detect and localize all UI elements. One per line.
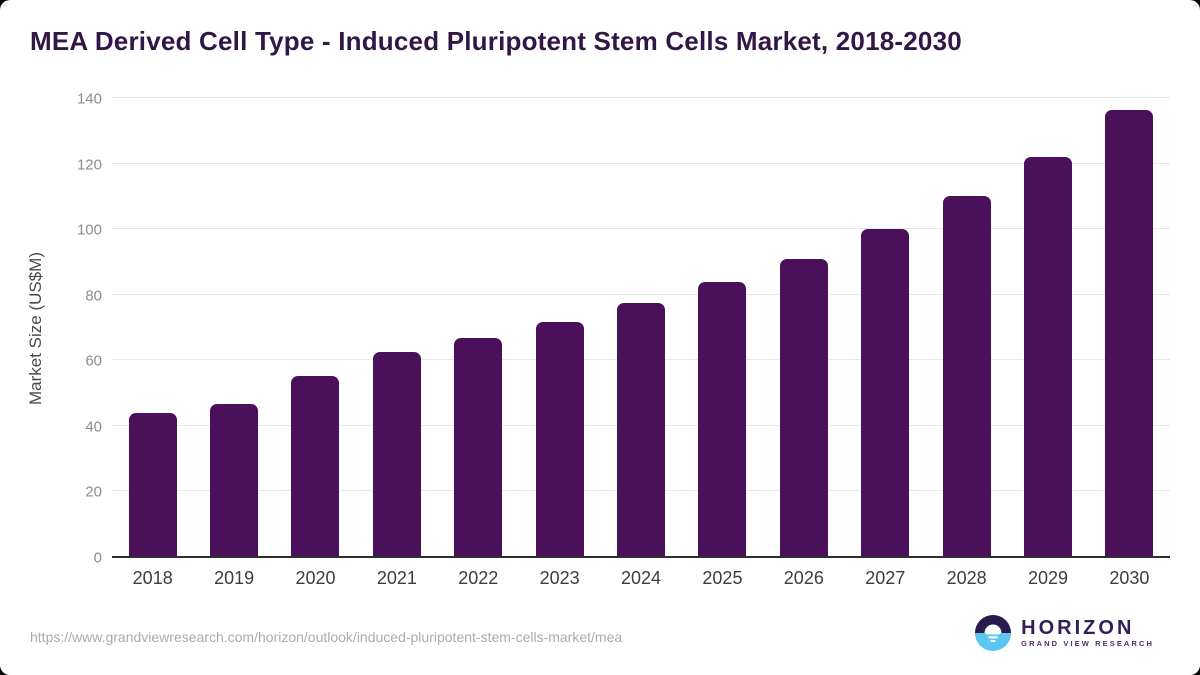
bar-2028 <box>942 196 991 556</box>
y-tick-label: 60 <box>85 352 102 370</box>
bar-slot <box>600 99 681 556</box>
x-axis-label: 2022 <box>458 568 499 588</box>
x-axis-label: 2021 <box>376 568 417 588</box>
x-axis-label: 2025 <box>702 568 743 588</box>
bars-container <box>112 99 1170 556</box>
horizon-logo: HORIZON GRAND VIEW RESEARCH <box>975 615 1154 651</box>
y-tick-label: 140 <box>76 90 102 108</box>
bar-2030 <box>1105 110 1154 556</box>
bar-slot <box>926 99 1007 556</box>
bar-2019 <box>210 404 259 556</box>
bar-2027 <box>861 229 910 556</box>
bar-2024 <box>617 303 666 556</box>
plot-area <box>112 97 1170 558</box>
bar-2018 <box>128 413 177 556</box>
x-axis-label: 2026 <box>783 568 824 588</box>
bar-slot <box>1089 99 1170 556</box>
x-axis-label: 2024 <box>621 568 662 588</box>
bar-2025 <box>698 282 747 556</box>
bar-slot <box>112 99 193 556</box>
bar-slot <box>1007 99 1088 556</box>
gridline <box>112 162 1170 164</box>
x-axis-label: 2030 <box>1109 568 1150 588</box>
bar-slot <box>682 99 763 556</box>
logo-text-block: HORIZON GRAND VIEW RESEARCH <box>1021 618 1154 648</box>
y-tick-label: 0 <box>93 549 102 567</box>
gridline <box>112 293 1170 295</box>
bar-2026 <box>779 258 828 556</box>
bar-slot <box>438 99 519 556</box>
bar-slot <box>519 99 600 556</box>
bar-2022 <box>454 338 503 556</box>
x-axis-label: 2023 <box>539 568 580 588</box>
gridline <box>112 97 1170 98</box>
bar-2021 <box>372 352 421 556</box>
bar-2023 <box>535 322 584 556</box>
y-tick-label: 80 <box>85 287 102 305</box>
bar-2029 <box>1023 156 1072 556</box>
chart-title: MEA Derived Cell Type - Induced Pluripot… <box>30 26 962 56</box>
x-axis-label: 2027 <box>865 568 906 588</box>
bar-2020 <box>291 375 340 556</box>
logo-title: HORIZON <box>1021 617 1135 640</box>
bar-slot <box>193 99 274 556</box>
x-axis-label: 2019 <box>214 568 255 588</box>
y-tick-label: 120 <box>76 156 102 174</box>
bar-slot <box>356 99 437 556</box>
x-axis-label: 2028 <box>946 568 987 588</box>
bar-slot <box>763 99 844 556</box>
horizon-logo-icon <box>975 615 1012 651</box>
y-tick-label: 40 <box>85 418 102 436</box>
gridline <box>112 228 1170 230</box>
bar-slot <box>275 99 356 556</box>
bar-slot <box>845 99 926 556</box>
y-axis-ticks: 0 20 40 60 80 100 120 140 <box>40 91 102 567</box>
y-tick-label: 100 <box>76 221 102 239</box>
y-tick-label: 20 <box>85 483 102 501</box>
x-axis-label: 2020 <box>295 568 336 588</box>
x-axis-label: 2018 <box>132 568 173 588</box>
x-axis-label: 2029 <box>1027 568 1069 588</box>
logo-subtitle: GRAND VIEW RESEARCH <box>1021 639 1154 649</box>
source-url: https://www.grandviewresearch.com/horizo… <box>30 629 623 645</box>
x-axis-labels: 2018 2019 2020 2021 2022 2023 2024 2025 2026 2027… <box>112 568 1170 589</box>
